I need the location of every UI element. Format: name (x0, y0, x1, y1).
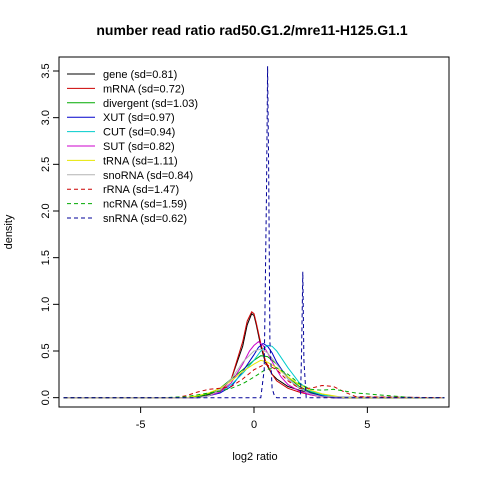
legend-label: snoRNA (sd=0.84) (103, 170, 193, 182)
legend-label: mRNA (sd=0.72) (103, 83, 185, 95)
x-axis: -5 0 5 (136, 407, 370, 431)
y-tick-label: 3.0 (40, 110, 52, 125)
y-axis-label: density (3, 214, 15, 249)
y-tick-label: 1.5 (40, 250, 52, 265)
legend: gene (sd=0.81) mRNA (sd=0.72) divergent (s… (67, 69, 198, 225)
legend-label: tRNA (sd=1.11) (103, 155, 178, 167)
legend-label: divergent (sd=1.03) (103, 98, 198, 110)
legend-label: rRNA (sd=1.47) (103, 184, 179, 196)
y-tick-label: 0.5 (40, 343, 52, 358)
series-line-10 (63, 66, 445, 399)
series-line-3 (63, 342, 445, 399)
series-line-7 (63, 348, 445, 399)
y-tick-label: 1.0 (40, 297, 52, 312)
chart-title: number read ratio rad50.G1.2/mre11-H125.… (96, 22, 407, 38)
y-tick-label: 3.5 (40, 63, 52, 78)
legend-label: XUT (sd=0.97) (103, 112, 175, 124)
series-line-8 (63, 363, 445, 399)
x-tick-label: 5 (364, 419, 370, 431)
legend-label: ncRNA (sd=1.59) (103, 199, 187, 211)
x-tick-label: 0 (251, 419, 257, 431)
legend-label: snRNA (sd=0.62) (103, 213, 187, 225)
y-tick-label: 2.0 (40, 203, 52, 218)
series-line-5 (63, 341, 445, 399)
legend-label: gene (sd=0.81) (103, 69, 177, 81)
series-layer (63, 66, 445, 399)
y-tick-label: 0.0 (40, 390, 52, 405)
series-line-9 (63, 367, 445, 399)
legend-label: CUT (sd=0.94) (103, 127, 175, 139)
y-tick-label: 2.5 (40, 157, 52, 172)
legend-label: SUT (sd=0.82) (103, 141, 175, 153)
x-axis-label: log2 ratio (232, 451, 277, 463)
x-tick-label: -5 (136, 419, 146, 431)
y-axis: 0.0 0.5 1.0 1.5 2.0 2.5 3.0 3.5 (40, 63, 59, 405)
